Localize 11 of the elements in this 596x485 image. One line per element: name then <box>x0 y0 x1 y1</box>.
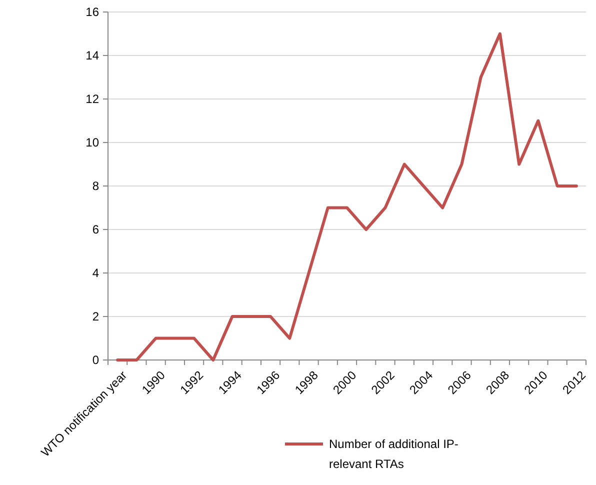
y-tick-label: 10 <box>86 136 100 150</box>
legend-label: Number of additional IP-relevant RTAs <box>329 437 458 471</box>
y-tick-label: 4 <box>92 266 100 280</box>
y-tick-label: 8 <box>92 179 100 194</box>
y-tick-label: 2 <box>92 310 100 324</box>
line-series <box>116 32 578 362</box>
y-tick-label: 12 <box>86 92 100 106</box>
y-tick-label: 16 <box>86 5 100 20</box>
y-tick-label: 0 <box>92 353 100 368</box>
y-tick-label: 14 <box>86 48 100 63</box>
y-tick-label: 6 <box>92 222 100 237</box>
